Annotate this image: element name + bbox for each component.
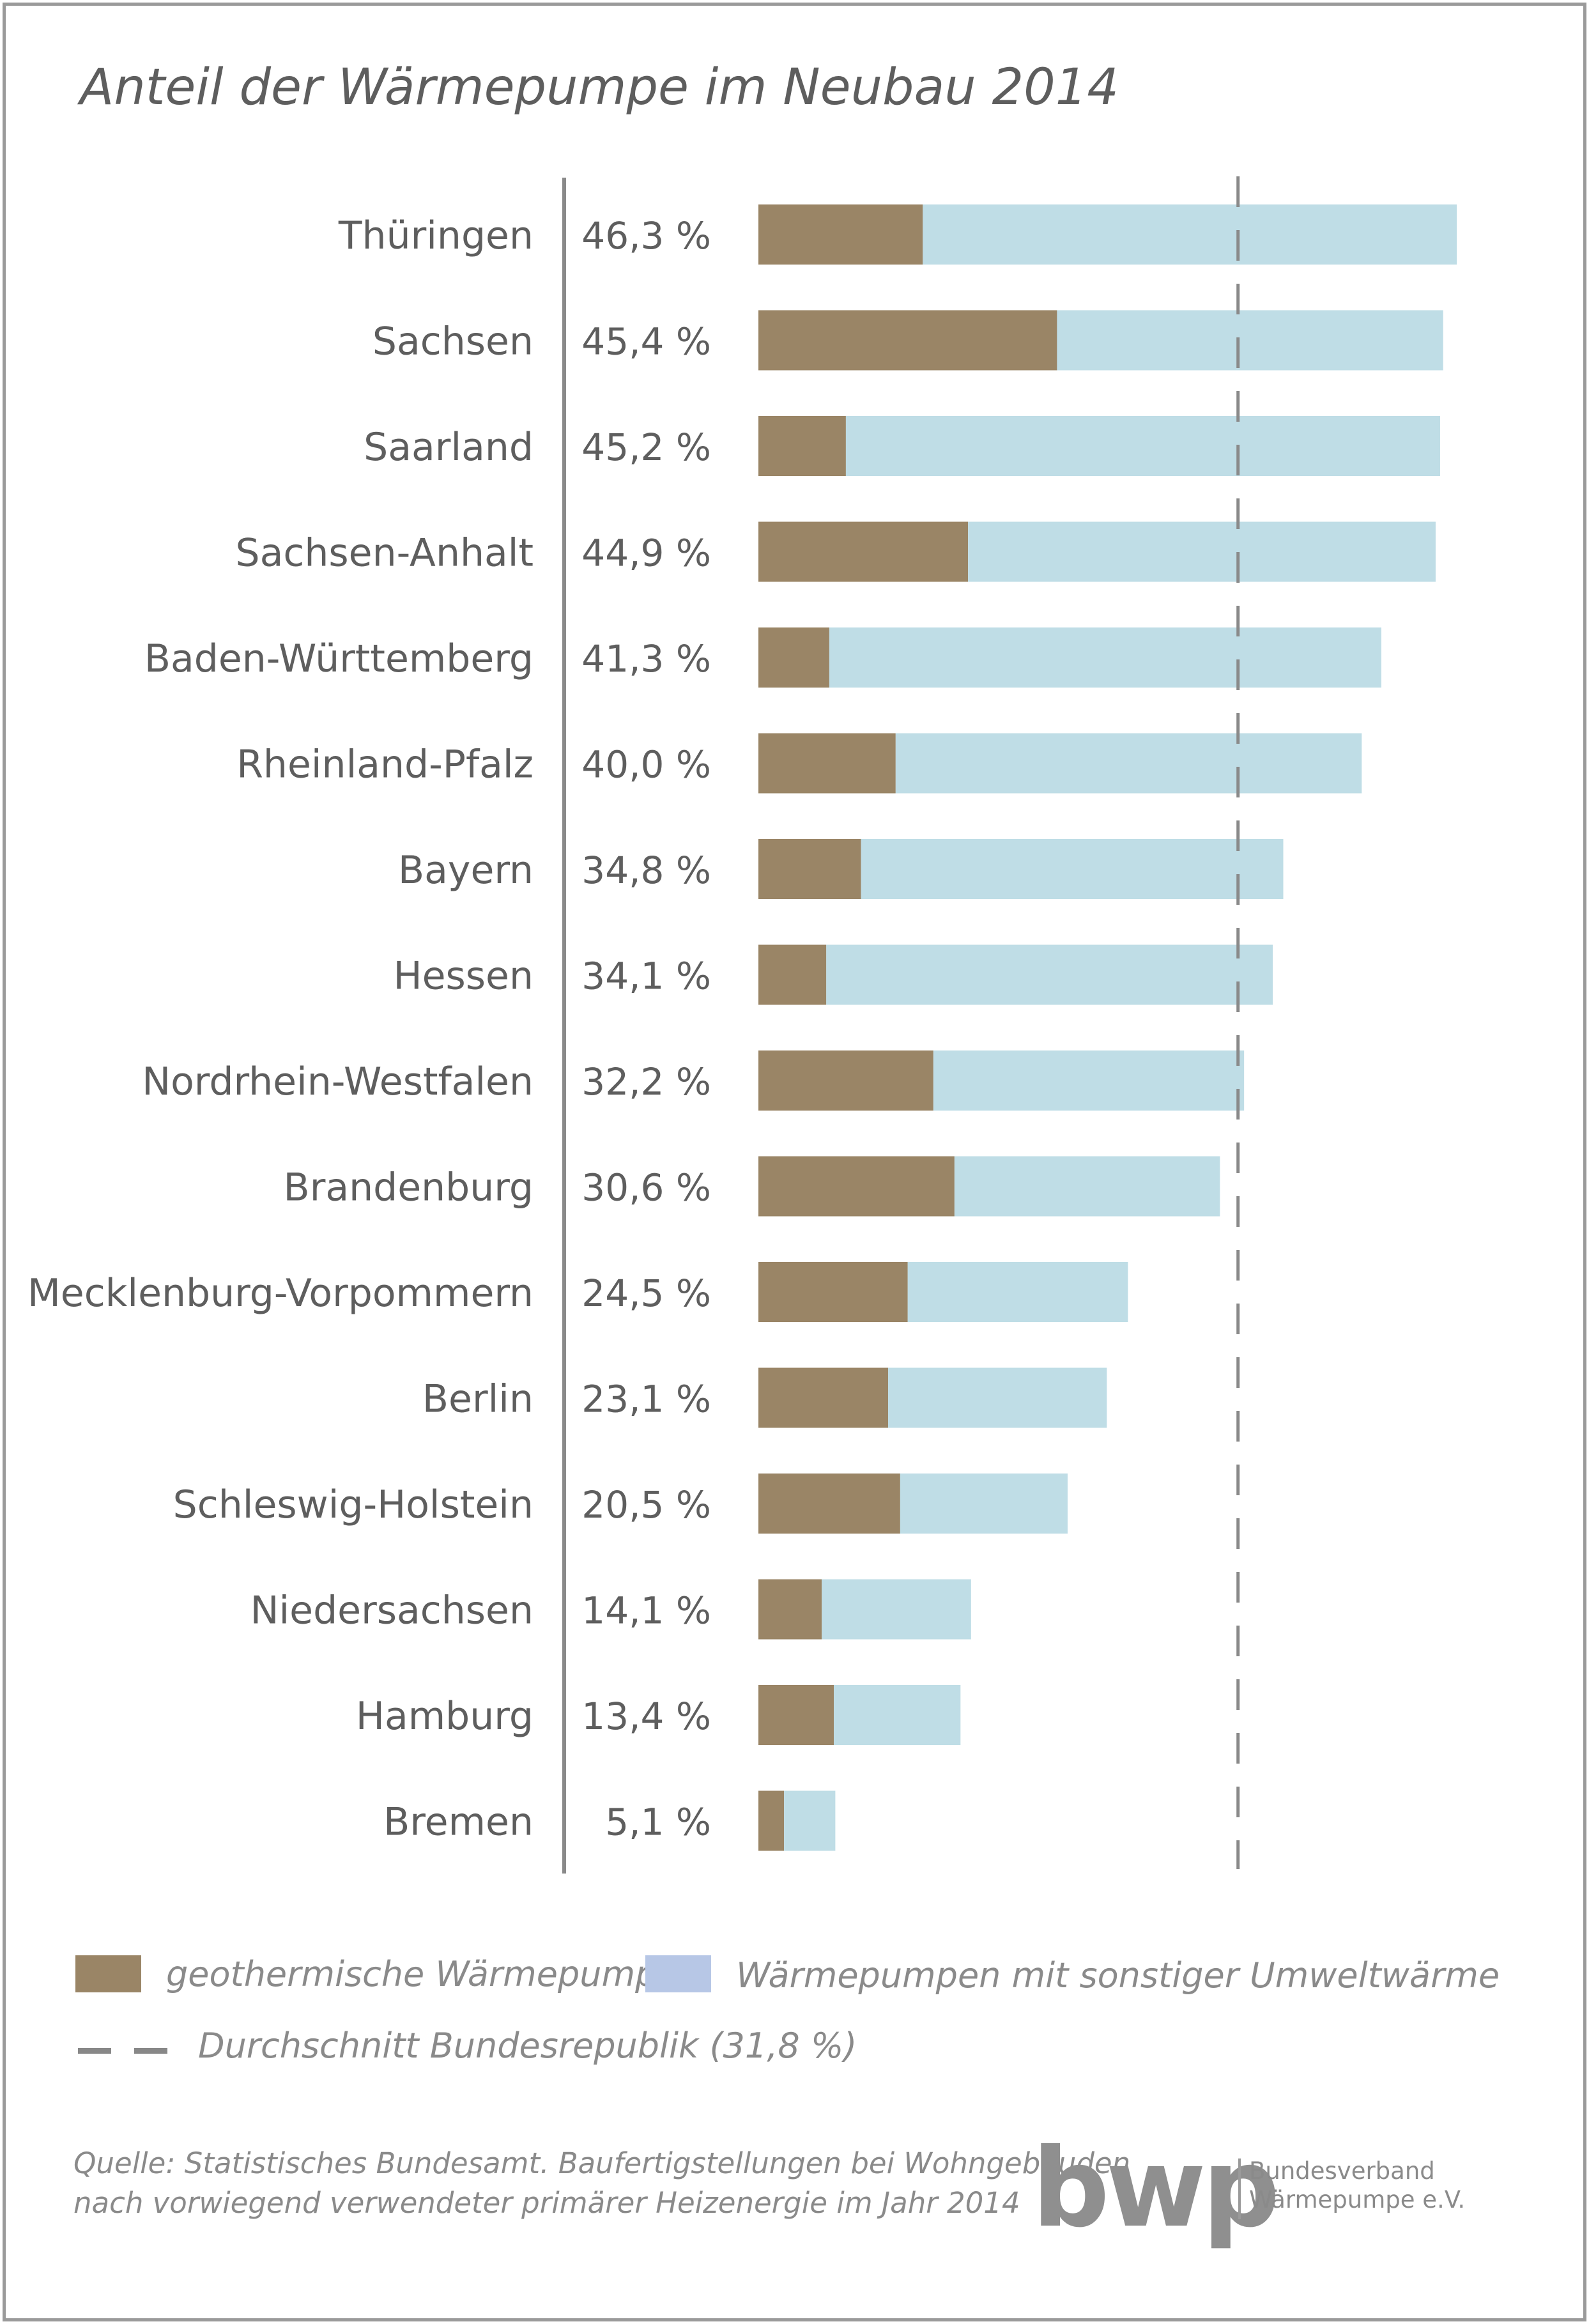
legend-label-other: Wärmepumpen mit sonstiger Umweltwärme [736,1955,1500,1996]
bar-other [829,627,1381,688]
category-label: Nordrhein-Westfalen [142,1059,534,1104]
value-label: 34,1 % [581,955,711,998]
bar-geothermal [758,1685,834,1745]
bar-geothermal [758,627,829,688]
bar-other [923,204,1457,265]
bar-other [954,1156,1220,1217]
value-label: 14,1 % [581,1589,711,1633]
bar-geothermal [758,1579,822,1640]
value-label: 30,6 % [581,1166,711,1210]
outer-frame [3,3,1586,2321]
value-label: 46,3 % [581,214,711,258]
value-label: 23,1 % [581,1378,711,1421]
bar-geothermal [758,1474,900,1534]
legend-dash-2 [134,2048,167,2054]
source-note: Quelle: Statistisches Bundesamt. Baufert… [73,2144,1130,2223]
bar-other [845,416,1441,476]
bar-other [968,521,1436,582]
bar-geothermal [758,1262,908,1322]
value-label: 24,5 % [581,1272,711,1315]
source-line-2: nach vorwiegend verwendeter primärer Hei… [73,2186,1020,2220]
bar-other [822,1579,971,1640]
value-label: 32,2 % [581,1060,711,1104]
bar-geothermal [758,944,827,1005]
category-label: Thüringen [338,213,534,258]
bar-other [861,839,1284,899]
bar-other [907,1262,1128,1322]
logo-divider [1238,2159,1241,2219]
category-label: Berlin [422,1377,534,1422]
bar-geothermal [758,310,1057,371]
bar-other [933,1050,1245,1111]
category-label: Saarland [364,425,534,470]
category-label: Brandenburg [284,1166,534,1210]
category-label: Niedersachsen [250,1589,534,1633]
value-label: 44,9 % [581,532,711,575]
bar-geothermal [758,1790,785,1851]
category-label: Schleswig-Holstein [173,1482,534,1527]
bar-geothermal [758,733,896,794]
value-label: 13,4 % [581,1695,711,1738]
bar-other [900,1474,1068,1534]
bar-geothermal [758,1156,955,1217]
bar-other [784,1790,836,1851]
bar-geothermal [758,1050,933,1111]
logo-text-line-1: Bundesverband [1249,2157,1435,2185]
source-line-1: Quelle: Statistisches Bundesamt. Baufert… [73,2146,1131,2180]
bar-other [1057,310,1443,371]
bar-geothermal [758,839,861,899]
bar-other [834,1685,961,1745]
logo-text-line-2: Wärmepumpe e.V. [1249,2186,1466,2213]
category-label: Hamburg [356,1694,534,1739]
value-label: 41,3 % [581,637,711,681]
category-label: Rheinland-Pfalz [236,743,534,787]
category-label: Bayern [398,848,534,893]
value-label: 20,5 % [581,1483,711,1527]
legend-dash-1 [78,2048,111,2054]
bar-geothermal [758,204,923,265]
bar-geothermal [758,521,969,582]
value-label: 45,4 % [581,320,711,364]
value-label: 45,2 % [581,426,711,469]
category-label: Hessen [394,954,534,999]
category-label: Baden-Württemberg [144,636,534,681]
value-label: 34,8 % [581,849,711,892]
legend-swatch-geothermal [75,1955,141,1992]
category-label: Mecklenburg-Vorpommern [27,1271,534,1316]
category-label: Sachsen-Anhalt [236,531,534,576]
logo-text: Bundesverband Wärmepumpe e.V. [1249,2157,1465,2214]
value-label: 40,0 % [581,743,711,787]
bar-other [888,1367,1107,1428]
legend-swatch-other [645,1955,711,1992]
legend-label-geothermal: geothermische Wärmepumpen [166,1954,700,1994]
bar-other [826,944,1273,1005]
category-label: Bremen [383,1800,534,1845]
category-label: Sachsen [372,319,534,364]
value-label: 5,1 % [605,1801,711,1844]
bar-geothermal [758,416,846,476]
bar-other [895,733,1362,794]
bar-geothermal [758,1367,889,1428]
chart-title: Anteil der Wärmepumpe im Neubau 2014 [80,59,1119,116]
legend-label-average: Durchschnitt Bundesrepublik (31,8 %) [198,2026,857,2066]
